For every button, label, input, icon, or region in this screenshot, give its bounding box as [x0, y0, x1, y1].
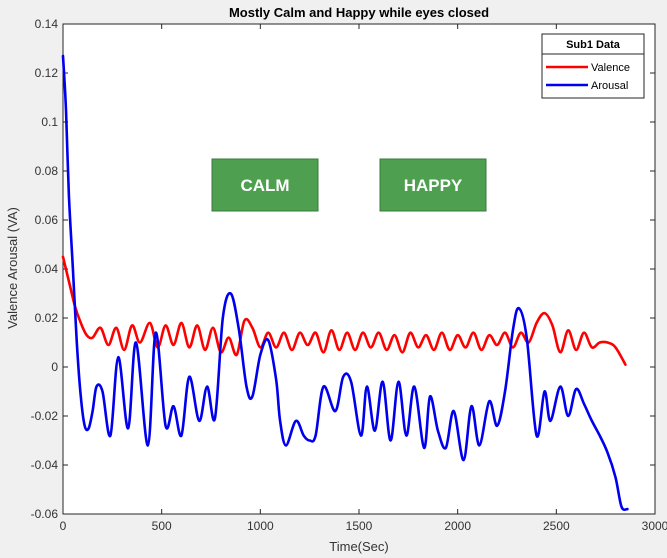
- legend-label-valence: Valence: [591, 62, 630, 74]
- y-tick-label: 0.14: [35, 17, 59, 31]
- x-tick-label: 1500: [346, 519, 373, 533]
- legend-title: Sub1 Data: [566, 39, 621, 51]
- series-line-arousal: [61, 54, 629, 512]
- series-line-valence: [61, 255, 627, 366]
- y-tick-label: 0.12: [35, 66, 59, 80]
- x-axis-ticks: 0 500 1000 1500 2000 2500 3000: [60, 24, 667, 533]
- legend: Sub1 Data Valence Arousal: [541, 33, 645, 99]
- x-tick-label: 1000: [247, 519, 274, 533]
- y-tick-label: -0.04: [31, 458, 59, 472]
- happy-annotation-box: [379, 158, 487, 212]
- x-tick-label: 2000: [444, 519, 471, 533]
- x-tick-label: 0: [60, 519, 67, 533]
- y-tick-label: 0: [51, 360, 58, 374]
- y-tick-label: 0.04: [35, 262, 59, 276]
- x-tick-label: 2500: [543, 519, 570, 533]
- x-tick-label: 500: [152, 519, 172, 533]
- series-lines: [61, 54, 629, 512]
- calm-annotation-text: CALM: [240, 176, 289, 195]
- y-tick-label: -0.06: [31, 507, 59, 521]
- y-tick-label: 0.1: [41, 115, 58, 129]
- happy-annotation-text: HAPPY: [404, 176, 463, 195]
- chart-title: Mostly Calm and Happy while eyes closed: [229, 5, 489, 20]
- calm-annotation: CALM: [211, 158, 319, 212]
- y-axis-ticks: -0.06 -0.04 -0.02 0 0.02 0.04 0.06 0.08 0.1 0.12 0…: [31, 17, 655, 521]
- y-tick-label: 0.02: [35, 311, 59, 325]
- legend-label-arousal: Arousal: [591, 80, 628, 92]
- x-axis-label: Time(Sec): [329, 539, 388, 554]
- happy-annotation: HAPPY: [379, 158, 487, 212]
- calm-annotation-box: [211, 158, 319, 212]
- y-axis-label: Valence Arousal (VA): [5, 207, 20, 329]
- y-tick-label: -0.02: [31, 409, 59, 423]
- x-tick-label: 3000: [642, 519, 667, 533]
- y-tick-label: 0.06: [35, 213, 59, 227]
- y-tick-label: 0.08: [35, 164, 59, 178]
